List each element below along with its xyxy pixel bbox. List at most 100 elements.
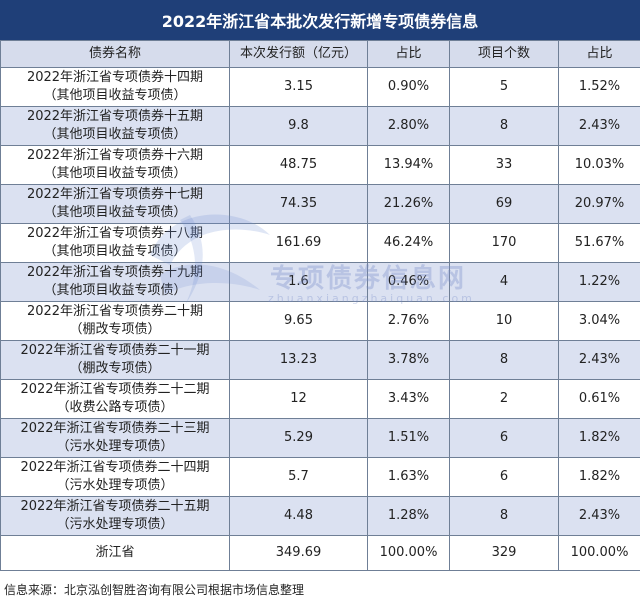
- amount-cell: 5.29: [229, 418, 368, 458]
- count-share-cell: 0.61%: [558, 379, 640, 419]
- amount-share-cell: 3.43%: [367, 379, 450, 419]
- project-count-cell: 8: [449, 496, 559, 536]
- total-amount: 349.69: [229, 535, 368, 571]
- bond-name-cell: 2022年浙江省专项债券十七期 （其他项目收益专项债）: [0, 184, 230, 224]
- amount-cell: 13.23: [229, 340, 368, 380]
- count-share-cell: 10.03%: [558, 145, 640, 185]
- count-share-cell: 1.52%: [558, 67, 640, 107]
- bond-name-cell: 2022年浙江省专项债券二十二期 （收费公路专项债）: [0, 379, 230, 419]
- project-count-cell: 8: [449, 106, 559, 146]
- project-count-cell: 69: [449, 184, 559, 224]
- bond-name: 2022年浙江省专项债券二十二期: [20, 382, 210, 397]
- count-share-cell: 1.82%: [558, 457, 640, 497]
- project-count-cell: 6: [449, 418, 559, 458]
- header-bond-name: 债券名称: [0, 40, 230, 68]
- amount-share-cell: 0.46%: [367, 262, 450, 302]
- amount-cell: 4.48: [229, 496, 368, 536]
- bond-name: 2022年浙江省专项债券十九期: [26, 265, 204, 280]
- bond-name: 2022年浙江省专项债券十五期: [26, 109, 204, 124]
- project-count-cell: 33: [449, 145, 559, 185]
- table-row: 2022年浙江省专项债券二十四期 （污水处理专项债） 5.7 1.63% 6 1.82%: [0, 457, 640, 497]
- count-share-cell: 2.43%: [558, 496, 640, 536]
- table-row: 2022年浙江省专项债券二十期 （棚改专项债） 9.65 2.76% 10 3.04%: [0, 301, 640, 341]
- table-row: 2022年浙江省专项债券十九期 （其他项目收益专项债） 1.6 0.46% 4 1.22%: [0, 262, 640, 302]
- table-row: 2022年浙江省专项债券二十三期 （污水处理专项债） 5.29 1.51% 6 1.82%: [0, 418, 640, 458]
- bond-name: 2022年浙江省专项债券十四期: [26, 70, 204, 85]
- bond-name: 2022年浙江省专项债券十八期: [26, 226, 204, 241]
- amount-share-cell: 21.26%: [367, 184, 450, 224]
- table-row: 2022年浙江省专项债券十四期 （其他项目收益专项债） 3.15 0.90% 5 1.52…: [0, 67, 640, 107]
- count-share-cell: 20.97%: [558, 184, 640, 224]
- amount-cell: 74.35: [229, 184, 368, 224]
- project-count-cell: 8: [449, 340, 559, 380]
- bond-name-cell: 2022年浙江省专项债券十六期 （其他项目收益专项债）: [0, 145, 230, 185]
- count-share-cell: 2.43%: [558, 340, 640, 380]
- source-note: 信息来源：北京泓创智胜咨询有限公司根据市场信息整理: [0, 576, 640, 602]
- amount-share-cell: 0.90%: [367, 67, 450, 107]
- amount-cell: 12: [229, 379, 368, 419]
- bond-table: 债券名称 本次发行额（亿元） 占比 项目个数 占比 2022年浙江省专项债券十四…: [0, 40, 640, 571]
- table-header-row: 债券名称 本次发行额（亿元） 占比 项目个数 占比: [0, 40, 640, 68]
- bond-type: （其他项目收益专项债）: [43, 88, 187, 103]
- total-count-share: 100.00%: [558, 535, 640, 571]
- header-count-share: 占比: [558, 40, 640, 68]
- amount-share-cell: 2.80%: [367, 106, 450, 146]
- header-amount: 本次发行额（亿元）: [229, 40, 368, 68]
- total-amount-share: 100.00%: [367, 535, 450, 571]
- count-share-cell: 3.04%: [558, 301, 640, 341]
- bond-name: 2022年浙江省专项债券二十三期: [20, 421, 210, 436]
- amount-share-cell: 1.28%: [367, 496, 450, 536]
- amount-cell: 3.15: [229, 67, 368, 107]
- bond-type: （其他项目收益专项债）: [43, 205, 187, 220]
- total-name: 浙江省: [0, 535, 230, 571]
- amount-cell: 9.8: [229, 106, 368, 146]
- bond-type: （棚改专项债）: [69, 322, 161, 337]
- bond-name-cell: 2022年浙江省专项债券二十四期 （污水处理专项债）: [0, 457, 230, 497]
- count-share-cell: 51.67%: [558, 223, 640, 263]
- table-row: 2022年浙江省专项债券十六期 （其他项目收益专项债） 48.75 13.94% 33 1…: [0, 145, 640, 185]
- amount-cell: 48.75: [229, 145, 368, 185]
- bond-type: （棚改专项债）: [69, 361, 161, 376]
- project-count-cell: 5: [449, 67, 559, 107]
- table-row: 2022年浙江省专项债券二十一期 （棚改专项债） 13.23 3.78% 8 2.43%: [0, 340, 640, 380]
- table-row: 2022年浙江省专项债券二十二期 （收费公路专项债） 12 3.43% 2 0.61%: [0, 379, 640, 419]
- bond-name-cell: 2022年浙江省专项债券十五期 （其他项目收益专项债）: [0, 106, 230, 146]
- bond-name: 2022年浙江省专项债券十六期: [26, 148, 204, 163]
- amount-share-cell: 3.78%: [367, 340, 450, 380]
- header-project-count: 项目个数: [449, 40, 559, 68]
- bond-name: 2022年浙江省专项债券二十一期: [20, 343, 210, 358]
- amount-cell: 9.65: [229, 301, 368, 341]
- total-project-count: 329: [449, 535, 559, 571]
- amount-cell: 1.6: [229, 262, 368, 302]
- bond-type: （其他项目收益专项债）: [43, 166, 187, 181]
- bond-name: 2022年浙江省专项债券二十五期: [20, 499, 210, 514]
- count-share-cell: 1.22%: [558, 262, 640, 302]
- bond-name-cell: 2022年浙江省专项债券十四期 （其他项目收益专项债）: [0, 67, 230, 107]
- amount-share-cell: 2.76%: [367, 301, 450, 341]
- amount-cell: 5.7: [229, 457, 368, 497]
- bond-type: （污水处理专项债）: [56, 517, 174, 532]
- table-row: 2022年浙江省专项债券十八期 （其他项目收益专项债） 161.69 46.24% 17…: [0, 223, 640, 263]
- project-count-cell: 6: [449, 457, 559, 497]
- bond-name: 2022年浙江省专项债券二十四期: [20, 460, 210, 475]
- bond-name: 2022年浙江省专项债券十七期: [26, 187, 204, 202]
- bond-type: （其他项目收益专项债）: [43, 283, 187, 298]
- total-row: 浙江省 349.69 100.00% 329 100.00%: [0, 535, 640, 571]
- amount-cell: 161.69: [229, 223, 368, 263]
- project-count-cell: 10: [449, 301, 559, 341]
- bond-name-cell: 2022年浙江省专项债券十八期 （其他项目收益专项债）: [0, 223, 230, 263]
- table-row: 2022年浙江省专项债券十七期 （其他项目收益专项债） 74.35 21.26% 69 2…: [0, 184, 640, 224]
- amount-share-cell: 1.63%: [367, 457, 450, 497]
- bond-type: （污水处理专项债）: [56, 439, 174, 454]
- bond-name-cell: 2022年浙江省专项债券十九期 （其他项目收益专项债）: [0, 262, 230, 302]
- bond-name-cell: 2022年浙江省专项债券二十五期 （污水处理专项债）: [0, 496, 230, 536]
- amount-share-cell: 1.51%: [367, 418, 450, 458]
- bond-type: （污水处理专项债）: [56, 478, 174, 493]
- project-count-cell: 2: [449, 379, 559, 419]
- bond-name-cell: 2022年浙江省专项债券二十期 （棚改专项债）: [0, 301, 230, 341]
- bond-name-cell: 2022年浙江省专项债券二十一期 （棚改专项债）: [0, 340, 230, 380]
- page-title: 2022年浙江省本批次发行新增专项债券信息: [0, 0, 640, 40]
- amount-share-cell: 13.94%: [367, 145, 450, 185]
- project-count-cell: 4: [449, 262, 559, 302]
- amount-share-cell: 46.24%: [367, 223, 450, 263]
